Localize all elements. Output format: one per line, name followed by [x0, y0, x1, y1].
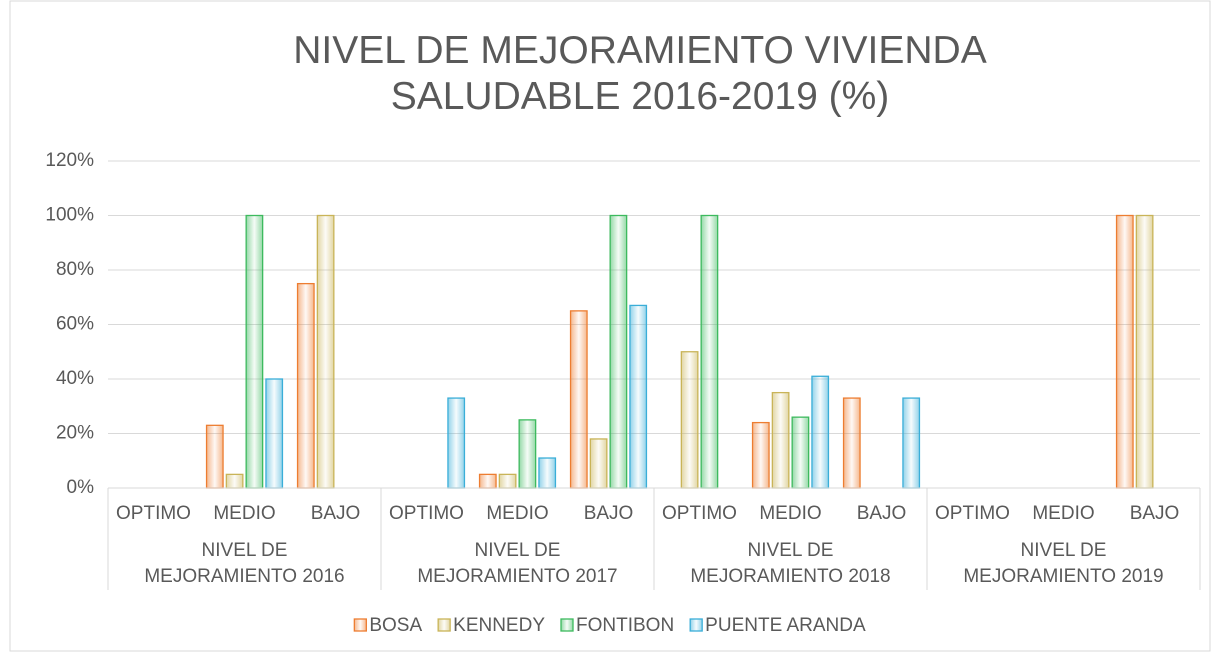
legend-label: FONTIBON — [576, 615, 674, 636]
bar — [589, 438, 608, 489]
bar — [447, 397, 466, 489]
bar — [700, 214, 719, 489]
x-tick-label: BAJO — [311, 503, 361, 524]
legend-label: PUENTE ARANDA — [705, 615, 866, 636]
group-label: NIVEL DE MEJORAMIENTO 2017 — [417, 540, 618, 587]
bar — [538, 457, 557, 489]
bar — [842, 397, 861, 489]
y-tick-label: 100% — [45, 205, 94, 226]
bar — [265, 378, 284, 489]
bar — [629, 304, 648, 489]
chart-title: NIVEL DE MEJORAMIENTO VIVIENDA SALUDABLE… — [293, 29, 987, 118]
group-label: NIVEL DE MEJORAMIENTO 2018 — [690, 540, 891, 587]
x-tick-label: OPTIMO — [935, 503, 1010, 524]
y-tick-label: 80% — [56, 259, 94, 280]
bar — [296, 282, 315, 489]
x-tick-label: OPTIMO — [662, 503, 737, 524]
x-tick-label: BAJO — [584, 503, 634, 524]
bar — [771, 391, 790, 489]
bar — [751, 421, 770, 489]
bar — [811, 375, 830, 489]
bar — [205, 424, 224, 489]
legend-label: BOSA — [369, 615, 422, 636]
bar — [1135, 214, 1154, 489]
x-tick-label: MEDIO — [213, 503, 275, 524]
x-tick-label: BAJO — [1130, 503, 1180, 524]
bar — [518, 419, 537, 489]
bar — [245, 214, 264, 489]
x-tick-label: OPTIMO — [116, 503, 191, 524]
bar — [1115, 214, 1134, 489]
legend-label: KENNEDY — [453, 615, 545, 636]
bar — [478, 473, 497, 489]
legend-swatch — [353, 618, 367, 632]
legend-swatch — [437, 618, 451, 632]
y-tick-label: 120% — [45, 150, 94, 171]
legend-swatch — [560, 618, 574, 632]
x-tick-label: OPTIMO — [389, 503, 464, 524]
x-tick-label: MEDIO — [759, 503, 821, 524]
bar — [316, 214, 335, 489]
bar — [791, 416, 810, 489]
x-tick-label: MEDIO — [1032, 503, 1094, 524]
bar — [609, 214, 628, 489]
y-tick-label: 0% — [67, 477, 95, 498]
y-tick-label: 20% — [56, 423, 94, 444]
bar — [680, 351, 699, 489]
y-tick-label: 40% — [56, 368, 94, 389]
bar — [225, 473, 244, 489]
bar — [569, 310, 588, 489]
bar — [902, 397, 921, 489]
x-tick-label: BAJO — [857, 503, 907, 524]
group-label: NIVEL DE MEJORAMIENTO 2016 — [144, 540, 345, 587]
legend-swatch — [689, 618, 703, 632]
bar — [498, 473, 517, 489]
group-label: NIVEL DE MEJORAMIENTO 2019 — [963, 540, 1164, 587]
x-tick-label: MEDIO — [486, 503, 548, 524]
y-tick-label: 60% — [56, 314, 94, 335]
